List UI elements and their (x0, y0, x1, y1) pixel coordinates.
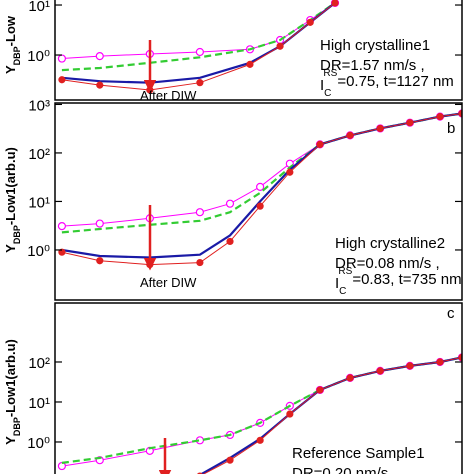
data-point (95, 219, 104, 228)
ic-sub: C (339, 286, 346, 297)
data-point (256, 436, 264, 444)
data-point (256, 202, 264, 210)
plot-area (57, 353, 462, 474)
data-point (96, 257, 104, 265)
data-point (436, 113, 444, 121)
y-label-sub: DBP (12, 417, 22, 436)
data-point (95, 52, 104, 61)
y-tick-label: 10¹ (28, 0, 50, 15)
ic-sup: RS (323, 68, 337, 79)
data-point (58, 248, 66, 256)
data-point (316, 386, 324, 394)
series-line (61, 2, 336, 91)
data-point (225, 199, 235, 208)
plot-frame (54, 302, 463, 474)
ic-main: I (320, 77, 324, 94)
annotation: High crystalline2 (335, 235, 445, 252)
ic-sub: C (324, 88, 331, 99)
annotation: High crystalline1 (320, 37, 430, 54)
y-axis-label: YDBP-Low (3, 15, 22, 74)
data-point (436, 358, 444, 366)
y-label-rest: -Low (3, 15, 18, 46)
ic-main: I (335, 275, 339, 292)
y-tick-label: 10¹ (28, 395, 50, 412)
y-label-rest: -Low1(arb.u) (3, 147, 18, 225)
data-point (195, 208, 204, 217)
data-point (226, 237, 234, 246)
y-axis-label: YDBP-Low1(arb.u) (3, 147, 22, 253)
series-line (61, 2, 336, 84)
annotation: DR=0.20 nm/s (292, 465, 388, 474)
series-line (61, 112, 462, 234)
y-label-main: Y (3, 436, 18, 445)
data-point (226, 456, 234, 464)
ic-sup: RS (338, 266, 352, 277)
y-tick-label: 10² (28, 146, 50, 163)
data-point (331, 0, 339, 7)
data-point (406, 119, 414, 127)
plot-area (57, 0, 340, 94)
data-point (256, 182, 265, 191)
y-label-main: Y (3, 65, 18, 74)
data-point (96, 81, 104, 89)
plot-frame (54, 0, 463, 101)
y-label-rest: -Low1(arb.u) (3, 339, 18, 417)
y-label-main: Y (3, 244, 18, 253)
data-point (316, 140, 324, 148)
y-tick-label: 10⁰ (27, 48, 50, 65)
data-point (276, 42, 284, 50)
data-point (246, 60, 254, 68)
data-point (57, 222, 67, 231)
annotation: Reference Sample1 (292, 445, 425, 462)
data-point (286, 168, 294, 176)
y-label-sub: DBP (12, 46, 22, 65)
y-tick-label: 10¹ (28, 194, 50, 211)
data-point (58, 76, 66, 84)
panel-label: b (447, 120, 455, 137)
data-point (57, 54, 67, 63)
series-line (61, 1, 336, 72)
y-tick-label: 10⁰ (27, 243, 50, 260)
y-label-sub: DBP (12, 225, 22, 244)
annotation: DR=0.08 nm/s , (335, 255, 440, 272)
data-point (306, 18, 314, 26)
data-point (376, 124, 384, 133)
data-point (346, 374, 354, 382)
annotation: IC RS=0.75, t=1127 nm (320, 68, 454, 99)
data-point (196, 79, 204, 87)
data-point (376, 367, 384, 375)
y-tick-label: 10² (28, 355, 50, 372)
annotation: After DIW (140, 88, 197, 103)
ic-rest: =0.83, t=735 nm (352, 271, 461, 288)
y-tick-label: 10⁰ (27, 435, 50, 452)
annotation: DR=1.57 nm/s , (320, 57, 425, 74)
panel-label: c (447, 305, 455, 322)
data-point (406, 362, 414, 370)
y-tick-label: 10³ (28, 97, 50, 114)
annotation: IC RS=0.83, t=735 nm (335, 266, 462, 297)
data-point (286, 410, 294, 418)
data-point (196, 258, 204, 267)
annotation: After DIW (140, 275, 197, 290)
ic-rest: =0.75, t=1127 nm (337, 73, 453, 90)
data-point (195, 47, 204, 57)
y-axis-label: YDBP-Low1(arb.u) (3, 339, 22, 445)
series-line (61, 2, 336, 59)
data-point (346, 131, 354, 139)
